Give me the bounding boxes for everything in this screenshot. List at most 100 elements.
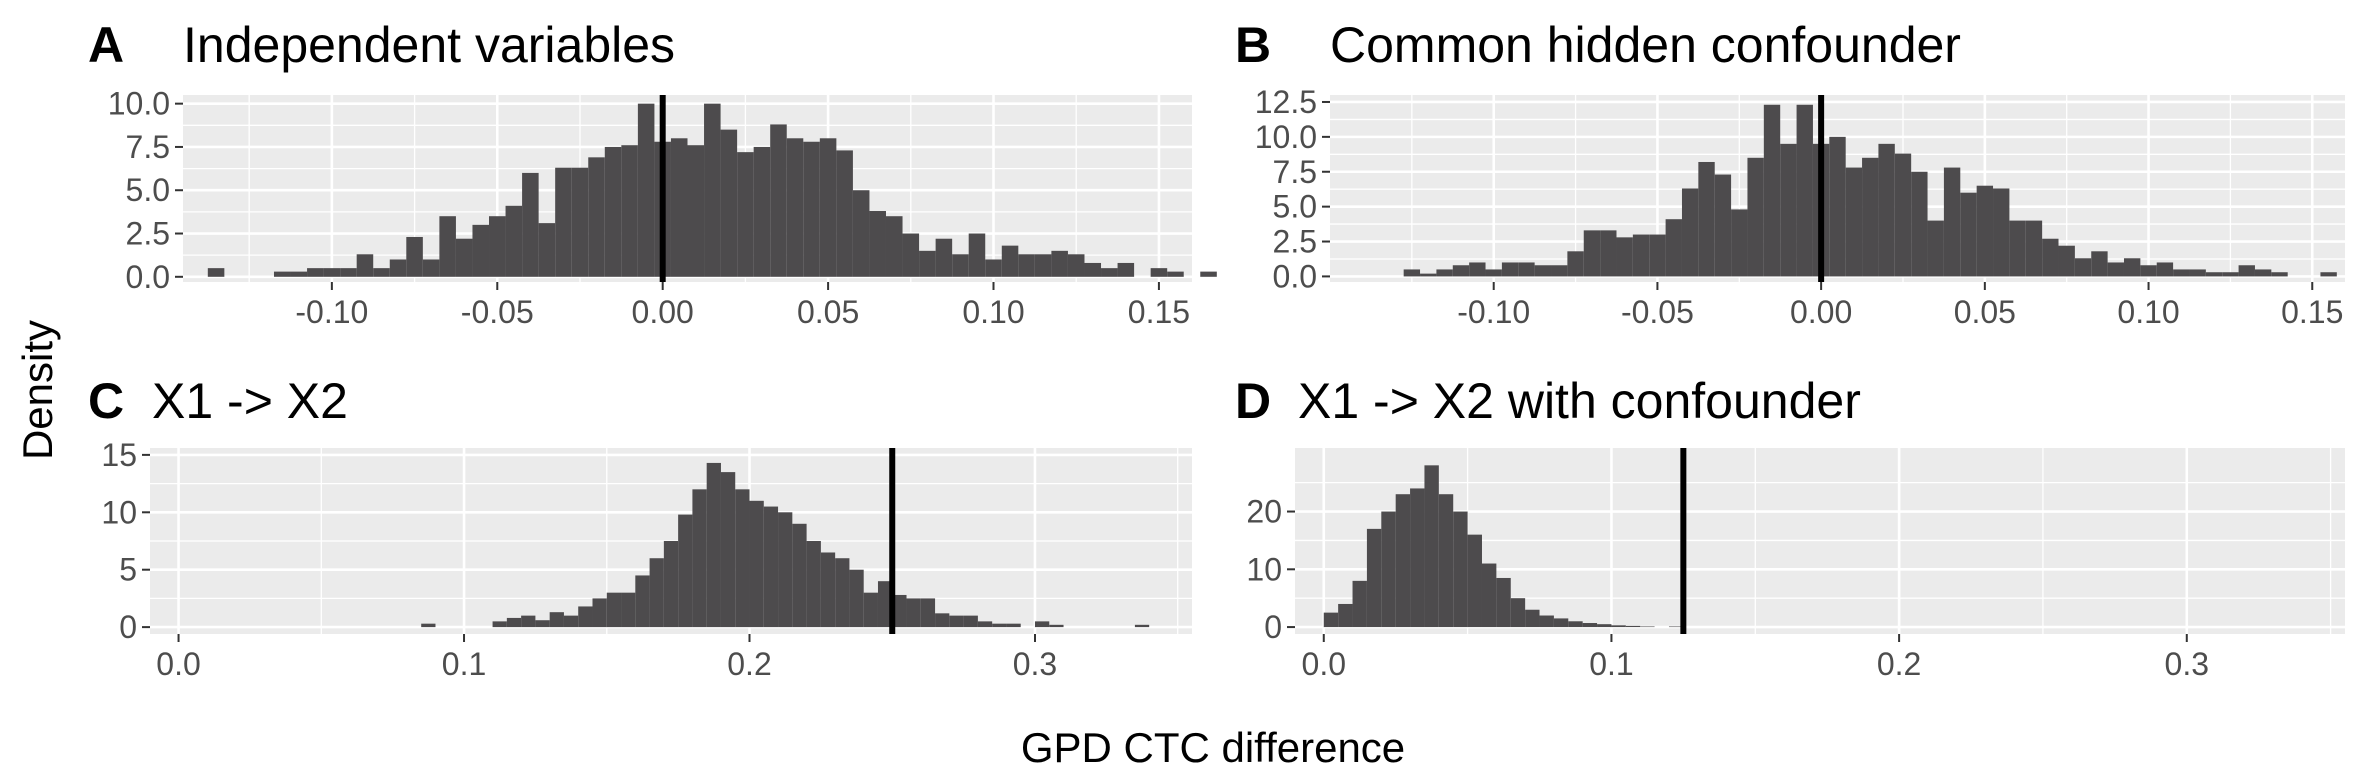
y-tick-label: 20 [1246,494,1282,530]
histogram-bar [505,205,523,277]
histogram-bar [1597,624,1612,628]
histogram-bar [1960,192,1977,277]
histogram-bar [877,581,893,628]
histogram-bar [1780,143,1797,277]
histogram-bar [489,216,506,277]
histogram-bar [1134,624,1150,628]
histogram-bar [1553,618,1569,628]
histogram-bar [1625,625,1641,628]
histogram-bar [1481,563,1497,628]
histogram-bar [1452,265,1470,277]
histogram-bar [1731,209,1748,277]
histogram-bar [2058,245,2075,277]
histogram-bar [902,233,920,277]
histogram-bar [1049,624,1064,628]
x-tick-label: 0.0 [156,646,200,682]
histogram-bar [588,157,605,277]
y-tick-label: 5.0 [1273,189,1317,225]
x-tick-label: 0.0 [1302,646,1346,682]
histogram-bar [2156,262,2174,277]
histogram-bar [1649,234,1666,277]
histogram-bar [2271,272,2288,277]
histogram-bar [422,259,440,277]
panel-tag: A [88,17,124,73]
histogram-bar [1582,623,1598,628]
histogram-bar [2074,258,2092,277]
histogram-bar [706,462,721,628]
y-tick-label: 5 [119,552,137,588]
histogram-bar [1747,157,1764,277]
x-tick-label: 0.15 [1128,294,1190,330]
histogram-bar [522,172,539,277]
histogram-bar [1424,465,1439,628]
histogram-bar [1006,623,1021,628]
histogram-bar [1200,271,1217,277]
histogram-bar [2091,251,2108,277]
histogram-bar [521,615,536,628]
histogram-bar [1862,157,1879,277]
histogram-bar [2173,269,2190,277]
panel-title: Independent variables [183,17,675,73]
x-tick-label: 0.00 [1790,294,1852,330]
histogram-bar [1911,171,1928,277]
histogram-bar [635,575,650,628]
histogram-bar [1366,528,1382,628]
histogram-bar [1338,603,1353,628]
histogram-bar [1600,230,1617,277]
panel-d: D X1 -> X2 with confounder 0.0 0.1 0.2 0.3 0 10… [1235,373,2345,682]
histogram-bar [1640,626,1655,628]
histogram-bar [763,506,779,628]
histogram-bar [1485,269,1502,277]
histogram-bar [1518,262,1535,277]
histogram-bar [323,268,341,277]
histogram-bar [2320,272,2337,277]
histogram-bar [786,138,804,277]
histogram-bar [968,233,986,277]
histogram-bar [2140,265,2157,277]
histogram-bar [963,615,978,628]
histogram-bar [778,512,793,628]
histogram-bar [735,489,750,628]
histogram-bar [2025,220,2043,277]
histogram-bar [1698,161,1715,277]
histogram-bar [340,268,357,277]
histogram-bar [852,190,870,277]
x-tick-label: 0.3 [2165,646,2209,682]
histogram-bar [307,268,324,277]
x-tick-label: 0.05 [1954,294,2016,330]
histogram-bar [1395,494,1411,628]
y-tick-label: 0 [119,609,137,645]
histogram-bar [535,620,550,628]
histogram-bar [356,254,374,277]
histogram-bar [919,250,936,277]
histogram-bar [692,489,707,628]
histogram-bar [578,606,593,628]
panel-tag: B [1235,17,1271,73]
histogram-bar [538,223,556,277]
panel-title: X1 -> X2 with confounder [1298,373,1861,429]
histogram-bar [290,271,308,277]
x-tick-label: 0.1 [1589,646,1633,682]
histogram-bar [273,271,291,277]
y-tick-label: 10 [1246,551,1282,587]
panel-tag: C [88,373,124,429]
histogram-bar [704,103,721,277]
histogram-bar [1845,167,1863,277]
histogram-bar [2042,238,2059,277]
histogram-bar [604,146,622,277]
histogram-bar [906,598,921,628]
y-tick-label: 2.5 [1273,224,1317,260]
histogram-bar [1084,262,1102,277]
histogram-bar [1943,167,1961,277]
histogram-bar [749,500,764,628]
x-tick-label: 0.10 [2117,294,2179,330]
histogram-bar [803,141,820,277]
histogram-bar [663,541,679,628]
histogram-bar [1034,254,1052,277]
histogram-bar [835,558,850,628]
histogram-bar [1665,219,1682,277]
x-tick-label: 0.10 [962,294,1024,330]
histogram-bar [1714,174,1732,277]
x-tick-label: -0.10 [1457,294,1530,330]
